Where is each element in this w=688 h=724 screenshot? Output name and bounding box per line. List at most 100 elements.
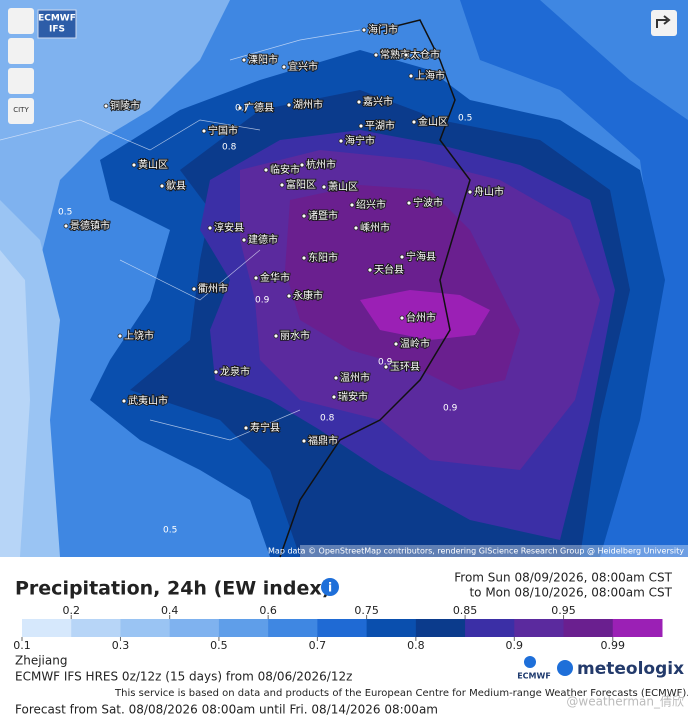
city-dot bbox=[213, 369, 219, 375]
city-label: 黄山区 bbox=[138, 158, 168, 171]
map-toolbar: CITY ECMWF IFS bbox=[8, 8, 677, 124]
city-label: 永康市 bbox=[293, 289, 323, 302]
contour-label: 0.5 bbox=[58, 208, 72, 218]
colorbar-label: 0.2 bbox=[62, 604, 80, 617]
city-label: 广德县 bbox=[244, 101, 274, 114]
colorbar-segment bbox=[612, 619, 663, 637]
city-dot bbox=[356, 99, 362, 105]
city-dot bbox=[301, 213, 307, 219]
city-label: 天台县 bbox=[374, 263, 404, 276]
valid-from: From Sun 08/09/2026, 08:00am CST bbox=[454, 571, 672, 585]
locate-button[interactable] bbox=[8, 38, 34, 64]
city-label: 丽水市 bbox=[280, 329, 310, 342]
info-button[interactable] bbox=[321, 578, 339, 596]
city-dot bbox=[383, 364, 389, 370]
city-dot bbox=[117, 333, 123, 339]
attribution: Map data © OpenStreetMap contributors, r… bbox=[268, 547, 684, 556]
city-dot bbox=[299, 162, 305, 168]
colorbar-segment bbox=[317, 619, 368, 637]
colorbar-segment bbox=[71, 619, 121, 637]
city-dot bbox=[286, 102, 292, 108]
colorbar-label: 0.95 bbox=[551, 604, 576, 617]
city-label: 宁海县 bbox=[406, 250, 436, 263]
city-dot bbox=[159, 183, 165, 189]
city-label: 金华市 bbox=[260, 271, 290, 284]
city-dot bbox=[399, 254, 405, 260]
colorbar-segment bbox=[514, 619, 565, 637]
city-label: 湖州市 bbox=[293, 98, 323, 111]
city-label: 龙泉市 bbox=[220, 365, 250, 378]
colorbar-label: 0.4 bbox=[161, 604, 179, 617]
city-dot bbox=[279, 182, 285, 188]
city-label: 铜陵市 bbox=[110, 99, 140, 112]
ecmwf-logo: ECMWF bbox=[517, 672, 551, 681]
refresh-button[interactable] bbox=[8, 8, 34, 34]
city-button[interactable] bbox=[8, 98, 34, 124]
city-label: 临安市 bbox=[270, 163, 300, 176]
city-dot bbox=[286, 293, 292, 299]
city-dot bbox=[241, 237, 247, 243]
city-button-label: CITY bbox=[13, 106, 29, 114]
city-dot bbox=[338, 138, 344, 144]
city-dot bbox=[406, 200, 412, 206]
city-label: 台州市 bbox=[406, 311, 436, 324]
city-dot bbox=[237, 105, 243, 111]
city-dot bbox=[353, 225, 359, 231]
badge-line: ECMWF bbox=[38, 14, 76, 24]
city-label: 上海市 bbox=[415, 69, 445, 82]
city-dot bbox=[131, 162, 137, 168]
city-label: 杭州市 bbox=[306, 158, 336, 171]
city-label: 建德市 bbox=[248, 233, 278, 246]
city-dot bbox=[321, 184, 327, 190]
city-label: 嘉兴市 bbox=[363, 95, 393, 108]
city-label: 绍兴市 bbox=[356, 198, 386, 211]
city-dot bbox=[301, 438, 307, 444]
legend-title: Precipitation, 24h (EW index) bbox=[15, 578, 330, 600]
city-label: 溧阳市 bbox=[248, 53, 278, 66]
city-dot bbox=[273, 333, 279, 339]
colorbar-label: 0.9 bbox=[506, 639, 524, 652]
colorbar-segment bbox=[22, 619, 72, 637]
city-dot bbox=[243, 425, 249, 431]
city-label: 平湖市 bbox=[365, 119, 395, 132]
city-label: 武夷山市 bbox=[128, 394, 168, 407]
city-label: 宜兴市 bbox=[288, 60, 318, 73]
colorbar-segment bbox=[120, 619, 171, 637]
colorbar-label: 0.8 bbox=[407, 639, 425, 652]
city-dot bbox=[333, 375, 339, 381]
city-label: 太仓市 bbox=[410, 48, 440, 61]
contour-label: 0.9 bbox=[255, 296, 270, 306]
colorbar-label: 0.6 bbox=[259, 604, 277, 617]
colorbar-label: 0.75 bbox=[354, 604, 379, 617]
colorbar-label: 0.7 bbox=[309, 639, 327, 652]
zoom-button[interactable] bbox=[8, 68, 34, 94]
city-label: 宁波市 bbox=[413, 196, 443, 209]
city-dot bbox=[399, 315, 405, 321]
forecast-range: Forecast from Sat. 08/08/2026 08:00am un… bbox=[15, 703, 438, 717]
colorbar-segment bbox=[268, 619, 318, 637]
city-dot bbox=[121, 398, 127, 404]
city-label: 温州市 bbox=[340, 371, 370, 384]
city-dot bbox=[241, 57, 247, 63]
city-label: 宁国市 bbox=[208, 124, 238, 137]
city-label: 常熟市 bbox=[380, 48, 410, 61]
colorbar-segment bbox=[465, 619, 515, 637]
city-label: 淳安县 bbox=[214, 221, 244, 234]
city-label: 歙县 bbox=[166, 179, 186, 192]
city-dot bbox=[301, 255, 307, 261]
city-label: 海门市 bbox=[368, 23, 398, 36]
colorbar-label: 0.5 bbox=[210, 639, 228, 652]
city-dot bbox=[263, 167, 269, 173]
notice: This service is based on data and produc… bbox=[114, 688, 688, 699]
colorbar-label: 0.1 bbox=[13, 639, 31, 652]
contour-label: 0.7 bbox=[235, 104, 249, 114]
city-label: 富阳区 bbox=[286, 178, 316, 191]
city-label: 寿宁县 bbox=[250, 421, 280, 434]
city-dot bbox=[201, 128, 207, 134]
city-dot bbox=[63, 223, 69, 229]
city-dot bbox=[393, 341, 399, 347]
contour-label: 0.8 bbox=[222, 143, 237, 153]
city-dot bbox=[367, 267, 373, 273]
badge-line: IFS bbox=[49, 25, 65, 35]
